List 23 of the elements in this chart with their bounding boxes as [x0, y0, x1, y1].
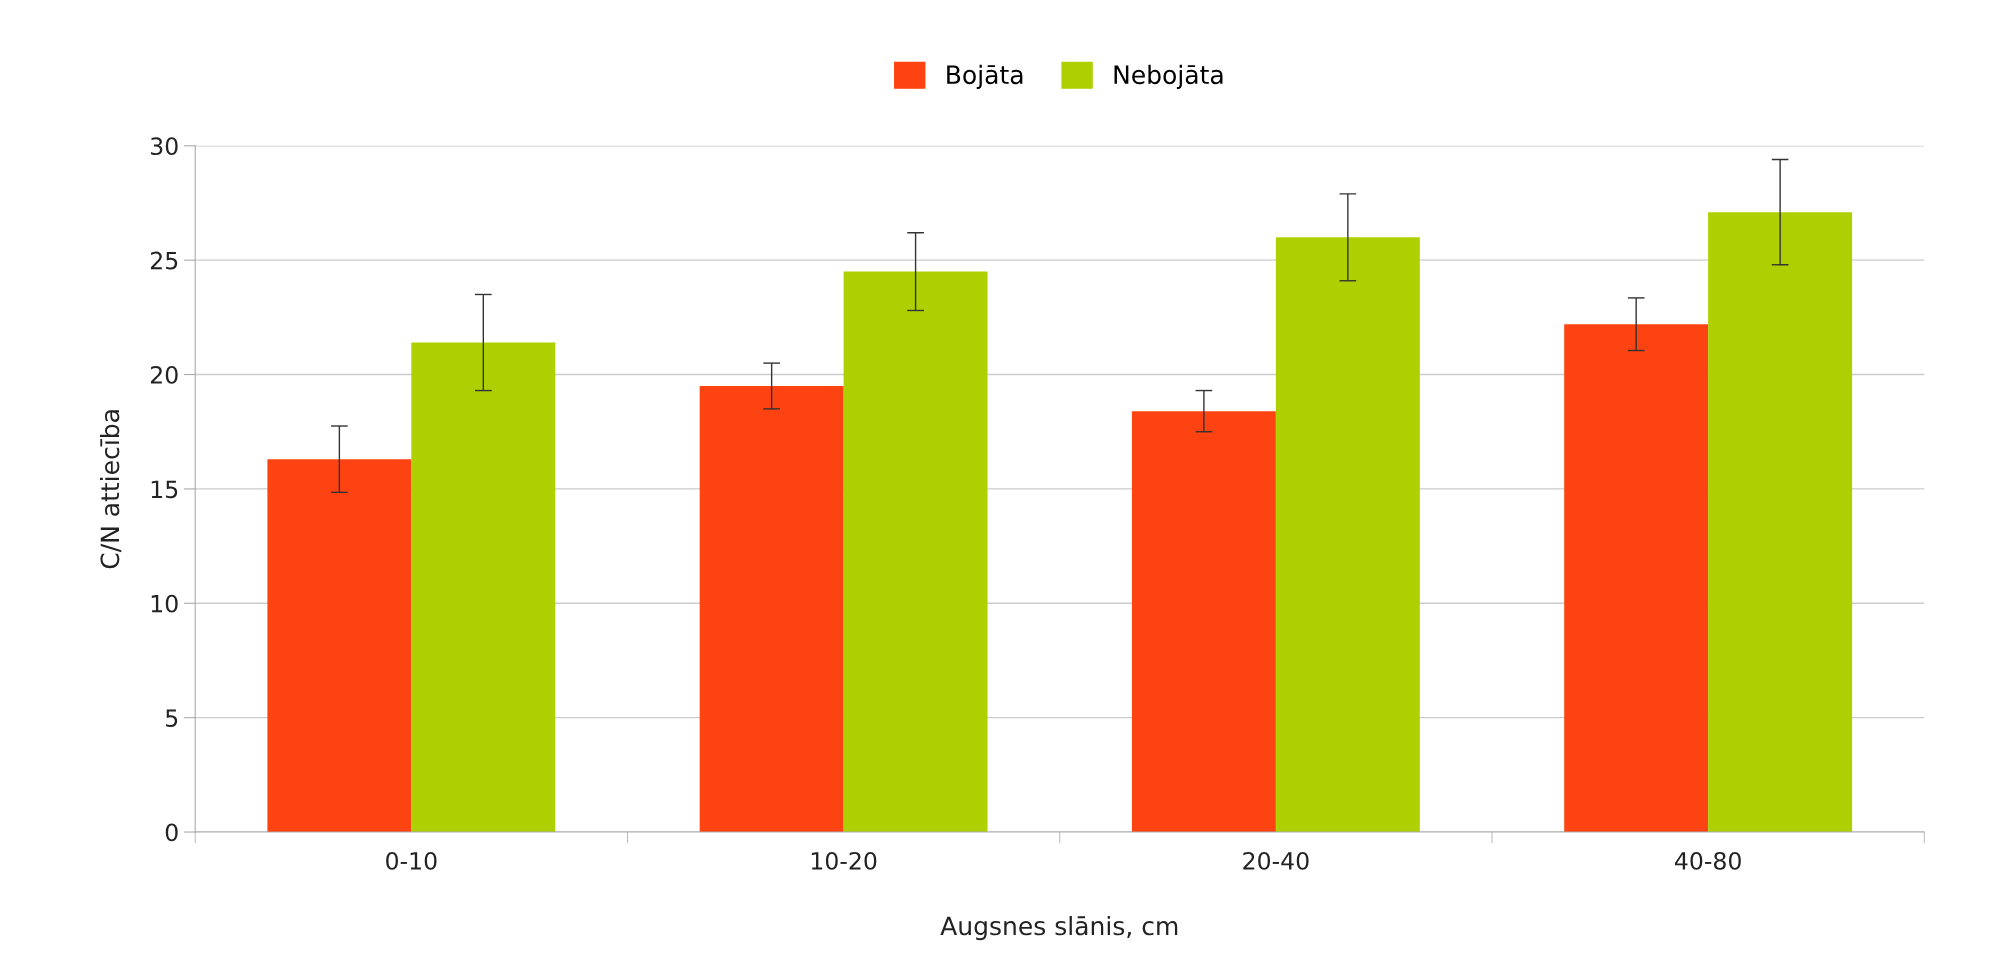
bar — [267, 459, 412, 833]
x-axis-title: Augsnes slānis, cm — [940, 915, 1178, 941]
y-tick-label: 5 — [166, 709, 178, 727]
y-tick-label: 20 — [150, 365, 178, 384]
bar — [1131, 411, 1276, 833]
bar — [699, 385, 844, 833]
bar — [1564, 324, 1709, 833]
x-tick-label: 0-10 — [386, 851, 437, 870]
legend-label: Bojāta — [947, 64, 1023, 89]
bar — [1275, 237, 1420, 833]
bar — [843, 271, 988, 833]
y-tick-label: 15 — [151, 480, 178, 499]
bar — [1708, 212, 1853, 833]
x-tick-label: 20-40 — [1243, 851, 1309, 870]
y-tick-label: 25 — [150, 251, 178, 270]
x-tick-label: 10-20 — [811, 851, 877, 870]
x-tick-label: 40-80 — [1674, 851, 1741, 870]
legend-label: Nebojāta — [1114, 64, 1223, 89]
y-tick-label: 10 — [151, 594, 178, 613]
y-tick-label: 0 — [165, 823, 178, 842]
y-tick-label: 30 — [151, 137, 178, 156]
y-axis-title: C/N attiecība — [100, 410, 122, 569]
bar — [411, 342, 556, 833]
